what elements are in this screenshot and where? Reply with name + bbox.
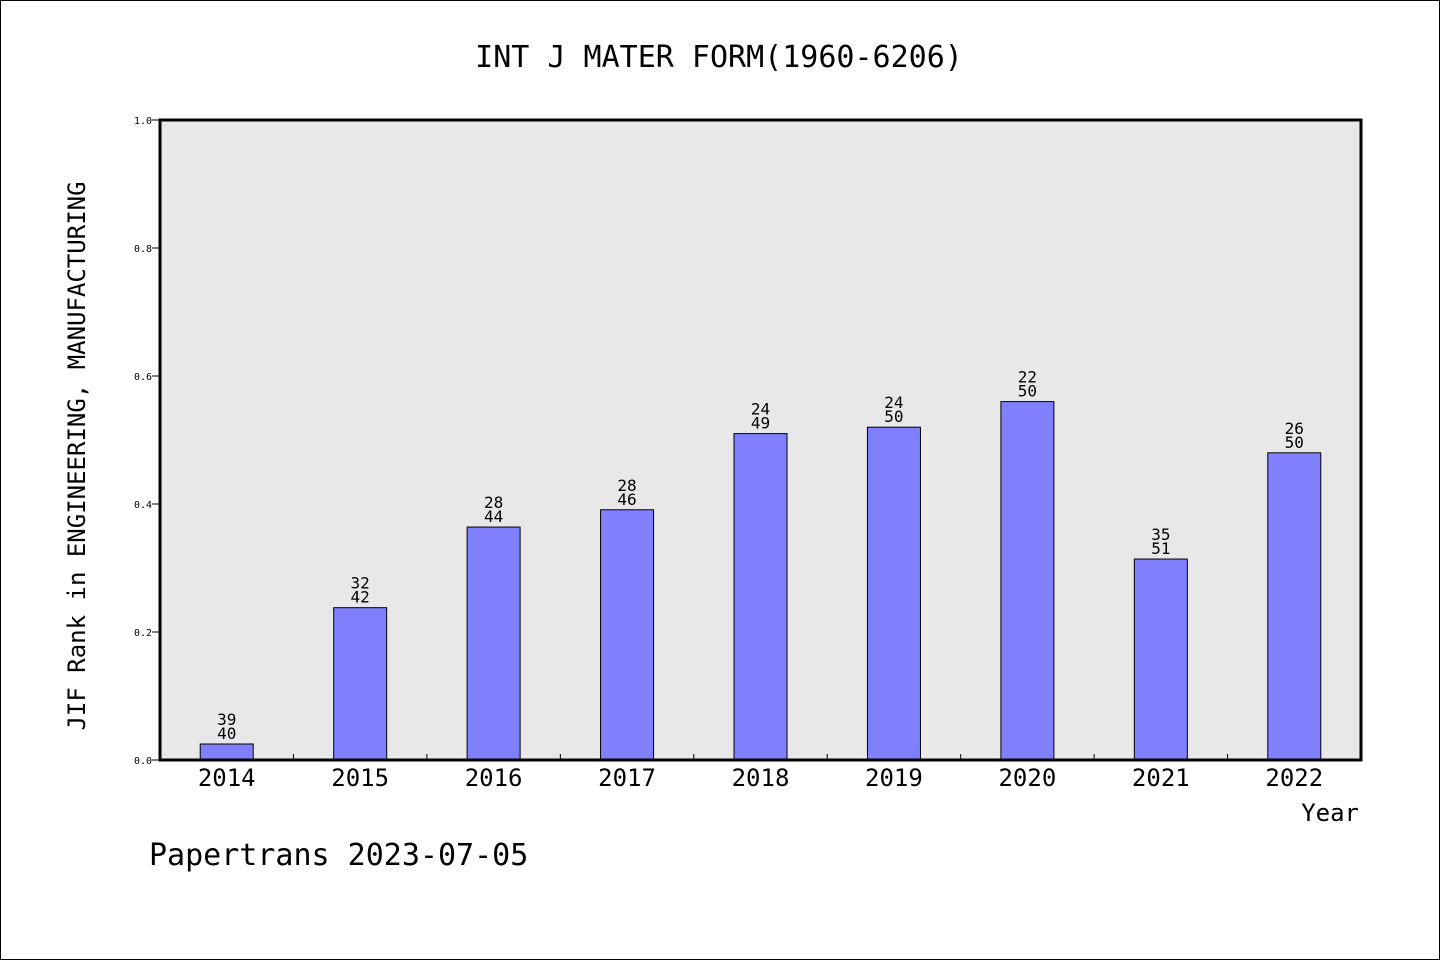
bar-label: 24 xyxy=(751,400,770,419)
bar-label: 22 xyxy=(1018,368,1037,387)
bar-label: 51 xyxy=(1151,539,1170,558)
y-tick-label: 1.0 xyxy=(134,116,152,127)
bar-label: 50 xyxy=(1018,382,1037,401)
bar-label: 28 xyxy=(484,493,503,512)
x-tick-label: 2017 xyxy=(598,764,656,792)
bar-label: 39 xyxy=(217,710,236,729)
x-tick-label: 2015 xyxy=(331,764,389,792)
y-axis: 0.0 0.2 0.4 0.6 0.8 1.0 xyxy=(134,116,160,767)
bar-label: 42 xyxy=(351,588,370,607)
bar-label: 46 xyxy=(617,490,636,509)
bar xyxy=(333,607,388,761)
x-tick-label: 2014 xyxy=(198,764,256,792)
y-tick-label: 0.8 xyxy=(134,244,152,255)
plot-border xyxy=(158,118,1363,762)
bar xyxy=(199,743,254,761)
bar-label: 35 xyxy=(1151,525,1170,544)
bar-label: 50 xyxy=(884,407,903,426)
bar xyxy=(866,426,921,761)
y-tick-label: 0.0 xyxy=(134,756,152,767)
y-tick-label: 0.6 xyxy=(134,372,152,383)
y-axis-label: JIF Rank in ENGINEERING, MANUFACTURING xyxy=(63,181,91,730)
x-tick-label: 2016 xyxy=(465,764,523,792)
bar xyxy=(733,433,788,761)
x-axis: 2014 2015 2016 2017 2018 2019 2020 2021 2022 xyxy=(198,754,1323,792)
bar-label: 32 xyxy=(351,574,370,593)
bar-label: 50 xyxy=(1285,433,1304,452)
bar-label: 40 xyxy=(217,724,236,743)
bars-group xyxy=(199,401,1322,761)
footer-credit: Papertrans 2023-07-05 xyxy=(149,838,528,873)
y-tick-label: 0.2 xyxy=(134,628,152,639)
chart-title: INT J MATER FORM(1960-6206) xyxy=(475,40,963,75)
bar-label: 24 xyxy=(884,393,903,412)
bar-label: 28 xyxy=(617,476,636,495)
bar-label: 49 xyxy=(751,414,770,433)
bar xyxy=(600,509,655,761)
bar xyxy=(1000,401,1055,761)
bar-label: 44 xyxy=(484,507,503,526)
y-tick-label: 0.4 xyxy=(134,500,152,511)
bar xyxy=(1267,452,1322,761)
x-tick-label: 2019 xyxy=(865,764,923,792)
bar xyxy=(466,526,521,761)
x-tick-label: 2018 xyxy=(732,764,790,792)
bar xyxy=(1133,558,1188,761)
x-axis-label: Year xyxy=(1301,799,1359,827)
bar-label: 26 xyxy=(1285,419,1304,438)
x-tick-label: 2022 xyxy=(1265,764,1323,792)
x-tick-label: 2021 xyxy=(1132,764,1190,792)
x-tick-label: 2020 xyxy=(998,764,1056,792)
